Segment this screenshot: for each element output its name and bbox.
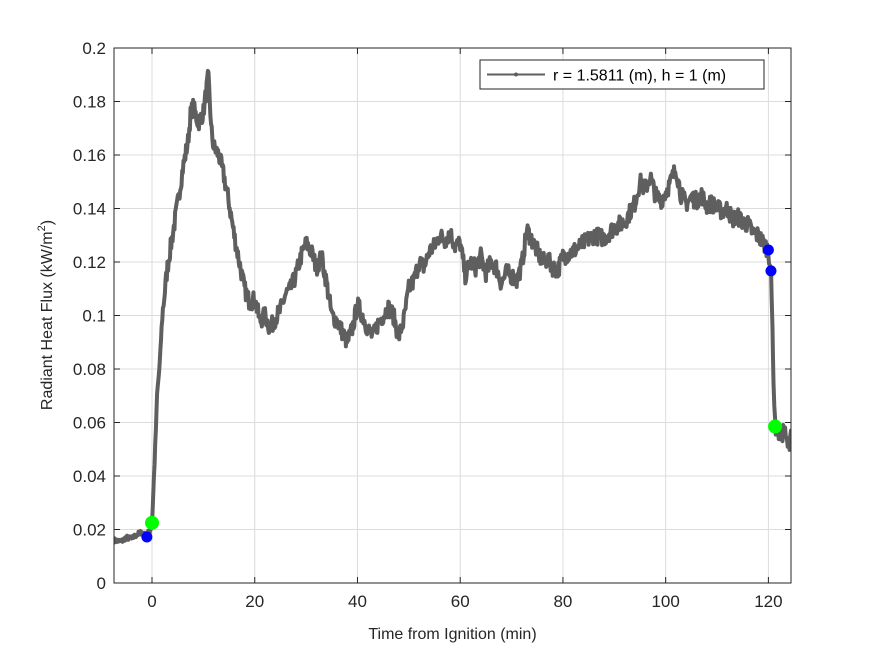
green-end-marker: [768, 419, 783, 434]
y-tick-label: 0.1: [82, 307, 106, 326]
x-tick-label: 60: [451, 592, 470, 611]
blue-end-1-marker: [762, 244, 774, 256]
x-axis-title: Time from Ignition (min): [368, 626, 536, 643]
y-axis-title-superscript: 2: [36, 225, 48, 231]
event-markers: [141, 244, 783, 543]
legend-label: r = 1.5811 (m), h = 1 (m): [553, 68, 726, 85]
data-series: [114, 68, 791, 545]
y-axis-title-tail: ): [39, 220, 56, 225]
y-tick-label: 0.08: [73, 360, 106, 379]
x-tick-label: 0: [147, 592, 156, 611]
y-tick-label: 0.16: [73, 146, 106, 165]
x-tick-label: 80: [553, 592, 572, 611]
y-tick-labels: 0 0.02 0.04 0.06 0.08 0.1 0.12 0.14 0.16 0.18 0.2: [73, 39, 106, 593]
legend-marker-swatch: [514, 72, 518, 77]
axis-ticks: [114, 47, 791, 584]
y-tick-label: 0.12: [73, 253, 106, 272]
y-axis-title: Radiant Heat Flux (kW/m2): [36, 220, 56, 410]
y-tick-label: 0.04: [73, 467, 106, 486]
blue-end-2-marker: [765, 265, 777, 277]
y-axis-title-main: Radiant Heat Flux (kW/m: [39, 231, 56, 410]
green-start-marker: [145, 515, 160, 530]
x-tick-label: 40: [348, 592, 367, 611]
y-tick-label: 0: [97, 574, 106, 593]
y-tick-label: 0.18: [73, 93, 106, 112]
x-tick-labels: 0 20 40 60 80 100 120: [147, 592, 782, 611]
series-markers: [114, 68, 791, 544]
grid-lines: [114, 48, 791, 583]
blue-start-marker: [141, 531, 153, 543]
x-tick-label: 100: [651, 592, 679, 611]
y-tick-label: 0.06: [73, 414, 106, 433]
y-tick-label: 0.02: [73, 521, 106, 540]
x-tick-label: 20: [245, 592, 264, 611]
legend: r = 1.5811 (m), h = 1 (m): [479, 59, 765, 90]
y-tick-label: 0.2: [82, 39, 106, 58]
x-tick-label: 120: [754, 592, 782, 611]
y-tick-label: 0.14: [73, 200, 106, 219]
